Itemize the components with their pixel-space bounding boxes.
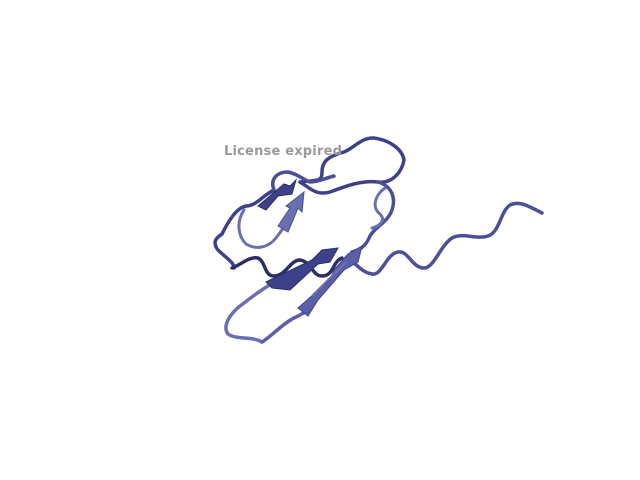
coil-right-inner (370, 186, 387, 230)
beta-strand-lower-highlight (311, 261, 347, 297)
coil-top-hook (271, 170, 336, 192)
coil-left-upper (213, 188, 276, 270)
beta-strand-upper-arrow (277, 190, 305, 233)
coil-tail-right (344, 201, 544, 276)
coil-lower-left (224, 284, 270, 344)
coil-upper-loop (298, 136, 406, 195)
coil-lower-left-back (260, 306, 312, 344)
beta-strand-upper-small (257, 178, 298, 211)
beta-strand-middle (265, 247, 339, 291)
coil-right-loop (350, 180, 396, 254)
coil-middle (230, 255, 344, 278)
license-watermark: License expired (224, 144, 343, 159)
